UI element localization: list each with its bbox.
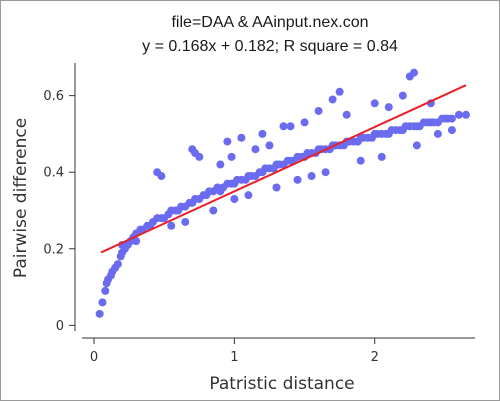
data-point [314,106,323,115]
data-point [328,95,337,104]
data-point [447,126,456,135]
data-point [398,91,407,100]
data-point [447,114,456,123]
data-point [251,145,260,154]
data-point [461,110,470,119]
data-point [307,172,316,181]
data-point [370,99,379,108]
data-point [227,152,236,161]
data-point [300,118,309,127]
x-axis-label: Patristic distance [209,374,354,394]
data-point [132,237,141,246]
data-point [258,129,267,138]
y-axis-label: Pairwise difference [11,118,31,278]
data-point [209,206,218,215]
data-point [244,191,253,200]
y-tick-label: 0.6 [43,89,64,104]
data-point [113,260,122,269]
regression-line [100,84,467,254]
x-tick-label: 1 [230,350,238,365]
data-point [384,103,393,112]
data-point [410,68,419,77]
data-point [95,309,104,318]
data-point [321,168,330,177]
data-point [412,141,421,150]
data-point [433,129,442,138]
y-tick-label: 0 [56,319,64,334]
data-point [265,141,274,150]
data-point [237,133,246,142]
y-tick-label: 0.2 [43,242,64,257]
x-ticks: 0 1 2 [90,338,379,365]
data-point [272,183,281,192]
data-point [293,175,302,184]
chart-title: file=DAA & AAinput.nex.con [171,14,368,31]
data-point [230,195,239,203]
data-point [195,152,204,161]
data-point [377,152,386,161]
data-point [279,122,288,131]
data-point [223,137,232,146]
x-tick-label: 2 [371,350,379,365]
data-point [167,221,176,230]
data-point [181,217,190,226]
data-point [342,110,351,119]
chart-subtitle: y = 0.168x + 0.182; R square = 0.84 [142,38,398,55]
data-point [356,156,365,165]
data-point [157,172,166,181]
data-point [98,298,107,307]
x-tick-label: 0 [90,350,98,365]
data-point [286,122,295,131]
data-point [454,110,463,119]
y-tick-label: 0.4 [43,166,64,181]
data-point [216,160,225,169]
y-ticks: 0 0.2 0.4 0.6 [43,89,75,334]
data-point [101,286,110,295]
data-point [335,87,344,96]
data-points [95,68,470,318]
